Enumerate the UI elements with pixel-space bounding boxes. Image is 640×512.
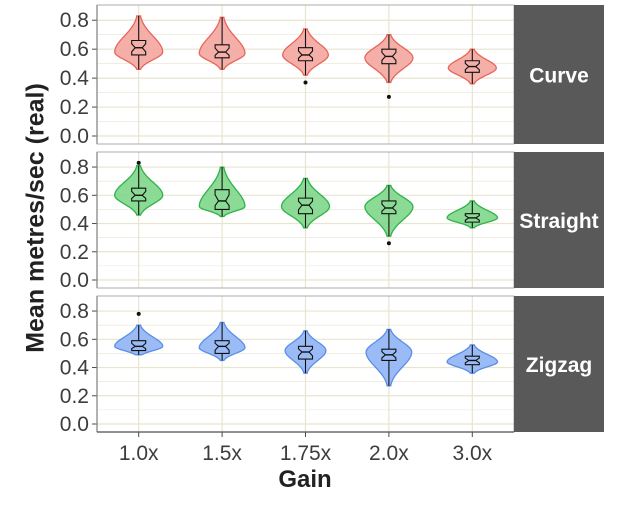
violin-shape xyxy=(364,184,414,237)
y-tick-label: 0.8 xyxy=(60,156,89,179)
panel-zigzag: 0.0 0.2 0.4 0.6 0.8 Zigzag xyxy=(60,295,604,436)
violin-straight-3.0x xyxy=(446,200,499,229)
notched-box xyxy=(214,189,230,210)
outlier-point xyxy=(303,80,308,85)
x-tick-label: 2.0x xyxy=(369,442,409,465)
violin-shape xyxy=(446,200,499,229)
violin-shape xyxy=(282,28,329,76)
notched-box xyxy=(131,187,147,202)
violin-curve-1.5x xyxy=(198,16,246,71)
violin-shape xyxy=(364,34,414,84)
y-tick-label: 0.6 xyxy=(60,38,89,61)
notched-box xyxy=(297,197,314,215)
x-tick-label: 1.5x xyxy=(202,442,242,465)
notched-box xyxy=(214,340,230,354)
panel-straight: 0.0 0.2 0.4 0.6 0.8 Straight xyxy=(60,151,604,292)
notched-box xyxy=(381,48,397,65)
y-tick-label: 0.0 xyxy=(60,269,89,292)
violin-shape xyxy=(365,328,413,387)
violin-shape xyxy=(198,166,246,218)
violin-shape xyxy=(198,321,246,362)
violin-curve-3.0x xyxy=(447,48,497,85)
panel-curve: 0.0 0.2 0.4 0.6 0.8 Curve xyxy=(60,4,604,148)
notched-box xyxy=(131,39,147,56)
violin-curve-1.0x xyxy=(114,15,164,71)
notched-box xyxy=(214,44,230,59)
notched-box xyxy=(297,345,314,360)
facet-strip xyxy=(514,296,604,432)
x-tick-label: 1.75x xyxy=(280,442,332,465)
facet-strip-label: Straight xyxy=(519,210,598,233)
facet-strip-label: Curve xyxy=(529,65,589,88)
violin-zigzag-2.0x xyxy=(365,328,413,387)
y-tick-label: 0.2 xyxy=(60,241,89,264)
y-tick-label: 0.6 xyxy=(60,328,89,351)
facet-strip xyxy=(514,152,604,288)
violin-shape xyxy=(280,177,331,229)
violin-straight-1.75x xyxy=(280,177,331,229)
violin-zigzag-3.0x xyxy=(446,344,499,374)
violin-straight-1.5x xyxy=(198,166,246,218)
notched-box xyxy=(381,200,397,215)
x-tick-label: 3.0x xyxy=(452,442,492,465)
y-tick-label: 0.0 xyxy=(60,413,89,436)
outlier-point xyxy=(136,160,141,165)
y-axis-title-text: Mean metres/sec (real) xyxy=(21,83,50,353)
notched-box xyxy=(464,355,480,366)
y-tick-label: 0.8 xyxy=(60,300,89,323)
notched-box xyxy=(381,348,397,362)
y-tick-label: 0.8 xyxy=(60,9,89,32)
facet-strip xyxy=(514,5,604,144)
violin-shape xyxy=(114,164,164,216)
outlier-point xyxy=(386,241,391,246)
notched-box xyxy=(464,60,480,73)
outlier-point xyxy=(386,94,391,99)
violin-shape xyxy=(446,344,499,374)
y-tick-label: 0.4 xyxy=(60,357,90,380)
violin-straight-1.0x xyxy=(114,160,164,216)
notched-box xyxy=(464,213,480,223)
violin-zigzag-1.5x xyxy=(198,321,246,362)
y-tick-label: 0.2 xyxy=(60,96,89,119)
facet-strip-label: Zigzag xyxy=(526,354,593,377)
notched-box xyxy=(297,47,314,62)
violin-zigzag-1.0x xyxy=(114,311,164,356)
y-tick-label: 0.6 xyxy=(60,184,89,207)
x-axis-title: Gain xyxy=(278,466,332,493)
x-tick-label: 1.0x xyxy=(119,442,159,465)
y-tick-label: 0.0 xyxy=(60,125,89,148)
outlier-point xyxy=(136,311,141,316)
y-tick-label: 0.4 xyxy=(60,213,90,236)
y-tick-label: 0.4 xyxy=(60,67,90,90)
violin-straight-2.0x xyxy=(364,184,414,246)
violin-zigzag-1.75x xyxy=(284,330,327,374)
violin-shape xyxy=(114,15,164,71)
notched-box xyxy=(131,340,147,352)
y-tick-label: 0.2 xyxy=(60,385,89,408)
violin-curve-2.0x xyxy=(364,34,414,99)
violin-curve-1.75x xyxy=(282,28,329,85)
